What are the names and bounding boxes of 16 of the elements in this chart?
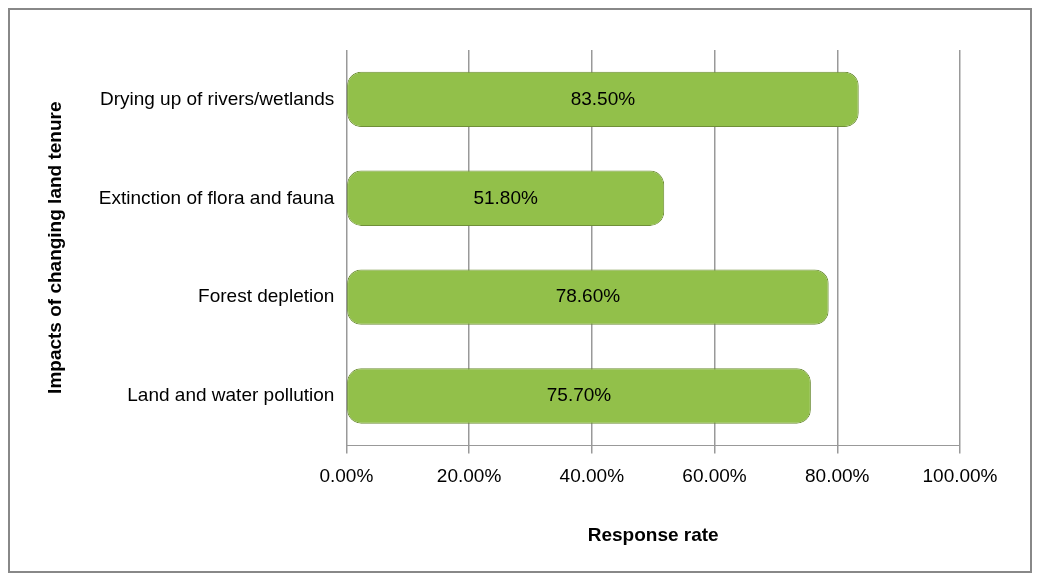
y-axis-title: Impacts of changing land tenure bbox=[43, 101, 65, 394]
data-label: 78.60% bbox=[555, 285, 621, 307]
x-tick-label: 0.00% bbox=[319, 465, 374, 487]
y-tick-label: Drying up of rivers/wetlands bbox=[99, 87, 335, 109]
x-tick-label: 40.00% bbox=[559, 465, 625, 487]
data-label: 75.70% bbox=[546, 384, 612, 406]
x-tick-label: 60.00% bbox=[682, 465, 747, 487]
x-tick-label: 20.00% bbox=[436, 465, 502, 487]
y-tick-label: Forest depletion bbox=[198, 285, 335, 307]
y-tick-label: Extinction of flora and fauna bbox=[98, 186, 335, 208]
data-label: 83.50% bbox=[570, 87, 636, 109]
data-label: 51.80% bbox=[473, 186, 538, 208]
x-tick-label: 100.00% bbox=[922, 465, 998, 487]
x-tick-label: 80.00% bbox=[805, 465, 870, 487]
x-axis-title: Response rate bbox=[587, 523, 719, 545]
y-tick-label: Land and water pollution bbox=[127, 384, 335, 406]
